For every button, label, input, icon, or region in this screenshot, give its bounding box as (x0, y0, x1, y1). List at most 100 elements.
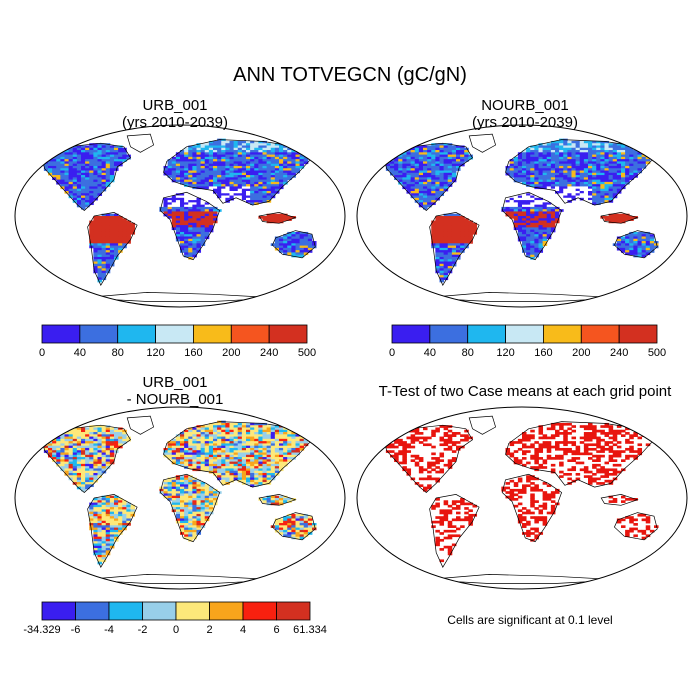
grid-cell (109, 238, 115, 242)
grid-cell (542, 154, 548, 158)
grid-cell (579, 159, 585, 162)
grid-cell (241, 156, 247, 160)
grid-cell (188, 206, 193, 210)
coastline-africa (501, 191, 563, 261)
grid-cell (246, 193, 251, 196)
grid-cell (435, 238, 440, 242)
grid-cell (114, 432, 119, 435)
grid-cell (200, 493, 206, 497)
grid-cell (200, 163, 206, 167)
grid-cell (229, 165, 235, 169)
grid-cell (97, 538, 103, 542)
grid-cell (451, 241, 457, 244)
grid-cell (517, 154, 523, 158)
grid-cell (254, 186, 259, 190)
grid-cell (81, 436, 86, 440)
grid-cell (105, 504, 111, 508)
grid-cell (184, 438, 189, 442)
grid-cell (229, 145, 235, 149)
grid-cell (418, 197, 424, 201)
grid-cell (188, 179, 193, 183)
grid-cell (221, 457, 226, 460)
grid-cell (184, 434, 189, 437)
grid-cell (85, 454, 90, 458)
grid-cell (517, 165, 523, 169)
grid-cell (579, 179, 585, 183)
grid-cell (101, 177, 107, 180)
grid-cell (180, 479, 185, 483)
grid-cell (175, 238, 181, 242)
grid-cell (196, 165, 202, 169)
grid-cell (266, 500, 272, 503)
grid-cell (418, 195, 424, 199)
grid-cell (101, 527, 107, 531)
grid-cell (649, 236, 655, 240)
grid-cell (81, 161, 86, 165)
grid-cell (526, 200, 531, 203)
grid-cell (258, 422, 263, 426)
grid-cell (237, 450, 243, 453)
grid-cell (612, 243, 618, 246)
grid-cell (550, 213, 556, 217)
grid-cell (196, 145, 202, 149)
grid-cell (414, 190, 420, 194)
grid-cell (654, 245, 659, 249)
grid-cell (530, 150, 535, 153)
grid-cell (385, 165, 391, 169)
grid-cell (109, 443, 115, 447)
grid-cell (81, 434, 86, 437)
grid-cell (175, 227, 181, 231)
grid-cell (180, 170, 185, 174)
grid-cell (171, 488, 177, 492)
grid-cell (530, 225, 535, 228)
grid-cell (451, 231, 457, 235)
grid-cell (246, 184, 251, 187)
grid-cell (612, 190, 618, 194)
grid-cell (600, 154, 605, 158)
grid-cell (81, 488, 86, 492)
grid-cell (163, 447, 169, 451)
grid-cell (208, 443, 214, 447)
grid-cell (250, 482, 255, 485)
grid-cell (192, 482, 197, 485)
grid-cell (204, 447, 210, 451)
grid-cell (192, 172, 197, 176)
grid-cell (233, 145, 239, 149)
grid-cell (517, 159, 523, 162)
grid-cell (101, 154, 107, 158)
grid-cell (563, 172, 568, 176)
grid-cell (89, 509, 94, 513)
grid-cell (213, 434, 218, 437)
grid-cell (402, 175, 407, 178)
grid-cell (122, 438, 127, 442)
grid-cell (200, 236, 206, 240)
grid-cell (167, 498, 173, 501)
grid-cell (501, 206, 506, 210)
grid-cell (188, 181, 193, 185)
grid-cell (48, 434, 53, 437)
grid-cell (175, 165, 181, 169)
grid-cell (175, 498, 181, 501)
grid-cell (600, 177, 605, 180)
grid-cell (279, 179, 284, 183)
grid-cell (81, 459, 86, 462)
grid-cell (513, 165, 519, 169)
grid-cell (538, 234, 544, 237)
grid-cell (542, 209, 548, 212)
grid-cell (460, 234, 465, 237)
grid-cell (546, 218, 552, 221)
grid-cell (254, 425, 259, 428)
grid-cell (592, 143, 597, 146)
grid-cell (114, 213, 119, 217)
grid-cell (555, 175, 560, 178)
grid-cell (563, 200, 568, 203)
grid-cell (270, 466, 276, 469)
grid-cell (225, 422, 230, 426)
grid-cell (85, 484, 90, 488)
grid-cell (180, 177, 185, 180)
grid-cell (68, 441, 74, 444)
grid-cell (579, 154, 585, 158)
grid-cell (213, 463, 218, 467)
grid-cell (291, 427, 296, 431)
grid-cell (89, 502, 94, 506)
